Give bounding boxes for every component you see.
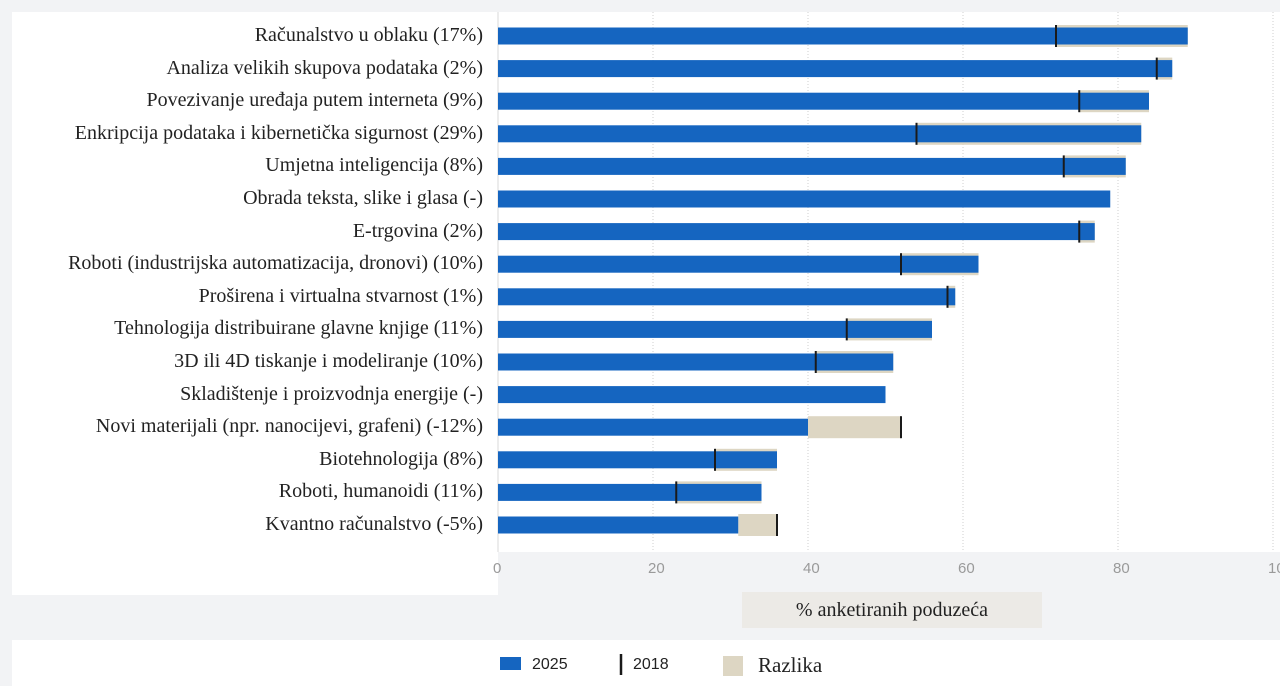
legend-swatch-2025: [500, 657, 521, 670]
legend-label-2025: 2025: [532, 656, 568, 673]
x-tick-label: 0: [493, 560, 502, 577]
bar-2025: [498, 451, 777, 469]
legend-layer: [500, 654, 743, 676]
bar-2025: [498, 320, 932, 338]
bar-2025: [498, 516, 739, 534]
label-panel: [12, 12, 498, 595]
category-label: Skladištenje i proizvodnja energije (-): [180, 382, 483, 405]
x-axis-label: % anketiranih poduzeća: [742, 592, 1042, 628]
category-label: Računalstvo u oblaku (17%): [254, 24, 483, 46]
bar-2025: [498, 190, 1111, 208]
bar-2025: [498, 288, 956, 306]
category-label: Obrada teksta, slike i glasa (-): [243, 187, 483, 209]
category-label: Roboti, humanoidi (11%): [278, 480, 483, 503]
category-label: E-trgovina (2%): [352, 219, 483, 242]
category-label: Proširena i virtualna stvarnost (1%): [198, 284, 483, 307]
bar-2025: [498, 157, 1126, 175]
bar-2025: [498, 386, 886, 404]
category-label: Analiza velikih skupova podataka (2%): [166, 56, 483, 79]
bar-2025: [498, 125, 1142, 143]
category-label: Enkripcija podataka i kibernetička sigur…: [74, 121, 483, 144]
category-label: Novi materijali (npr. nanocijevi, grafen…: [95, 415, 483, 438]
bar-2025: [498, 353, 894, 371]
category-label: Umjetna inteligencija (8%): [265, 154, 483, 177]
bar-2025: [498, 418, 808, 436]
legend-swatch-difference: [723, 656, 743, 676]
x-tick-label: 100: [1268, 560, 1280, 577]
category-label: 3D ili 4D tiskanje i modeliranje (10%): [174, 350, 483, 372]
difference-bar: [808, 416, 901, 439]
legend-label-2018: 2018: [633, 656, 669, 673]
category-label: Roboti (industrijska automatizacija, dro…: [68, 252, 483, 275]
bars-layer: [498, 25, 1188, 536]
legend-panel: [12, 640, 1280, 686]
bar-2025: [498, 27, 1188, 45]
bar-2025: [498, 255, 979, 273]
bar-2025: [498, 483, 762, 501]
category-label: Kvantno računalstvo (-5%): [265, 513, 483, 535]
x-tick-label: 80: [1113, 560, 1130, 577]
x-tick-label: 60: [958, 560, 975, 577]
x-tick-label: 20: [648, 560, 665, 577]
bar-2025: [498, 60, 1173, 78]
bar-2025: [498, 92, 1149, 110]
legend-label-difference: Razlika: [758, 653, 823, 677]
bar-2025: [498, 223, 1095, 241]
category-label: Povezivanje uređaja putem interneta (9%): [146, 89, 483, 112]
category-label: Biotehnologija (8%): [319, 447, 483, 470]
difference-bar: [738, 514, 777, 536]
category-label: Tehnologija distribuirane glavne knjige …: [114, 317, 483, 340]
x-tick-label: 40: [803, 560, 820, 577]
